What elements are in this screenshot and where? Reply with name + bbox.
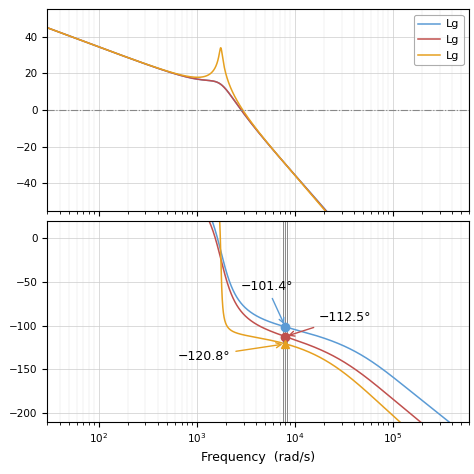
Text: −120.8°: −120.8° [178,343,281,363]
Lg [92,43,98,48]
Lg [413,319,419,325]
Lg [466,428,472,434]
Legend: Lg, Lg, Lg: Lg, Lg, Lg [414,15,464,65]
Lg [225,76,230,82]
Lg [458,399,464,405]
Lg [45,25,50,31]
Lg [118,52,123,58]
Lg [92,43,98,48]
Lg [466,413,472,419]
Text: −112.5°: −112.5° [290,311,372,336]
Line: Lg: Lg [47,28,469,416]
Lg [45,25,50,31]
X-axis label: Frequency  (rad/s): Frequency (rad/s) [201,451,315,464]
Lg [458,413,464,419]
Lg [225,88,230,94]
Line: Lg: Lg [47,28,469,405]
Lg [466,402,472,408]
Text: −101.4°: −101.4° [241,280,293,323]
Lg [45,25,50,31]
Lg [118,52,123,58]
Lg [413,334,419,340]
Lg [225,88,230,94]
Lg [458,389,464,394]
Lg [206,78,212,83]
Lg [118,52,123,58]
Lg [206,78,212,83]
Lg [92,43,98,48]
Lg [206,72,212,77]
Lg [413,326,419,331]
Line: Lg: Lg [47,28,469,431]
